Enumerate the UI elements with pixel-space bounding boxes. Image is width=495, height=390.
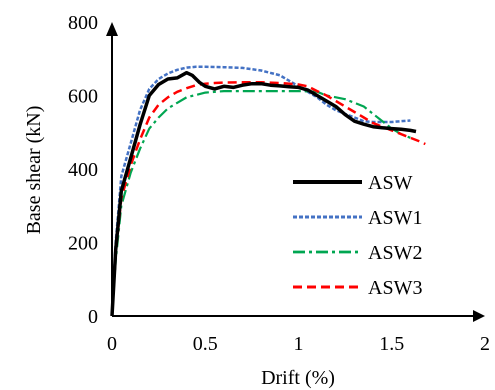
x-tick-label: 0 (107, 333, 117, 355)
y-tick-label: 400 (68, 159, 98, 181)
series-layer (110, 65, 426, 317)
series-line-asw3 (110, 81, 426, 317)
y-tick-label: 800 (68, 12, 98, 34)
legend-label-asw: ASW (368, 172, 413, 194)
x-axis-arrow-icon (473, 310, 485, 322)
axes (106, 22, 485, 322)
legend: ASW ASW1 ASW2 ASW3 (293, 172, 422, 299)
x-tick-labels: 0 0.5 1 1.5 2 (107, 333, 490, 355)
series-line-asw1 (110, 65, 411, 317)
x-axis-title: Drift (%) (261, 367, 335, 389)
y-tick-label: 600 (68, 86, 98, 108)
x-tick-label: 0.5 (193, 333, 218, 355)
series-line-asw (110, 70, 417, 317)
y-tick-labels: 0 200 400 600 800 (68, 12, 98, 328)
x-tick-label: 1.5 (379, 333, 404, 355)
x-tick-label: 1 (294, 333, 304, 355)
legend-label-asw1: ASW1 (368, 207, 422, 229)
legend-label-asw3: ASW3 (368, 277, 422, 299)
y-tick-label: 200 (68, 233, 98, 255)
y-axis-arrow-icon (106, 22, 118, 36)
y-tick-label: 0 (88, 306, 98, 328)
x-tick-label: 2 (480, 333, 490, 355)
legend-label-asw2: ASW2 (368, 242, 422, 264)
y-axis-title: Base shear (kN) (23, 106, 45, 235)
series-line-asw2 (110, 90, 411, 317)
